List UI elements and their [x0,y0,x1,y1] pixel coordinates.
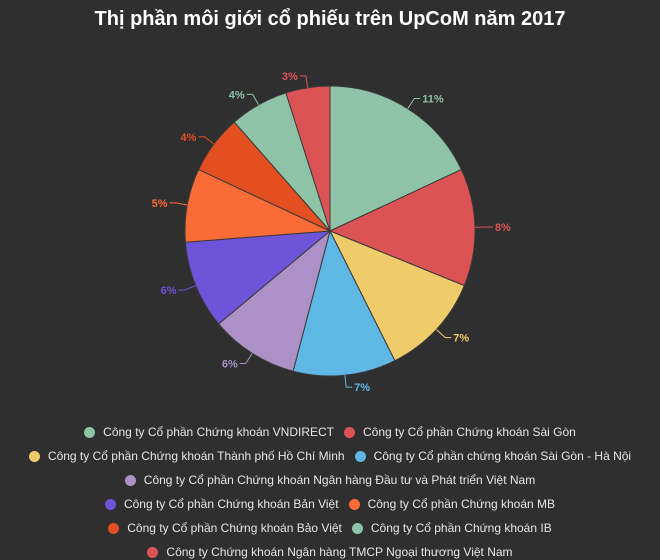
pie-data-label: 4% [229,89,245,101]
legend-label: Công ty Cổ phần Chứng khoán VNDIRECT [103,425,334,439]
pie-data-label: 6% [161,285,177,297]
legend-item[interactable]: Công ty Cổ phần Chứng khoán VNDIRECT [84,424,334,440]
legend-label: Công ty Cổ phần Chứng khoán Thành phố Hồ… [48,449,345,463]
legend-label: Công ty Cổ phần Chứng khoán Bảo Việt [127,521,342,535]
legend-label: Công ty Cổ phần Chứng khoán Sài Gòn [363,425,576,439]
label-connector [170,203,188,205]
legend-label: Công ty Cổ phần Chứng khoán IB [371,521,552,535]
legend-item[interactable]: Công ty Cổ phần Chứng khoán Bản Việt [105,496,339,512]
label-connector [436,329,451,337]
legend-item[interactable]: Công ty Cổ phần Chứng khoán Ngân hàng Đầ… [125,472,535,488]
legend-item[interactable]: Công ty Cổ phần Chứng khoán Bảo Việt [108,520,342,536]
label-connector [179,286,196,291]
label-connector [198,137,214,144]
legend-item[interactable]: Công ty Chứng khoán Ngân hàng TMCP Ngoại… [147,544,512,560]
label-connector [408,99,420,109]
legend-dot-icon [352,523,363,534]
chart-legend: Công ty Cổ phần Chứng khoán VNDIRECT Công… [10,424,650,560]
pie-data-label: 8% [495,222,511,234]
pie-data-label: 3% [282,71,298,83]
legend-dot-icon [108,523,119,534]
legend-dot-icon [344,427,355,438]
pie-chart: 11% 8% 7% 7% 6% 6% 5% 4% 4% 3% [0,0,660,420]
pie-data-label: 6% [222,358,238,370]
label-connector [300,76,308,88]
pie-data-label: 4% [181,132,197,144]
legend-dot-icon [147,547,158,558]
legend-dot-icon [349,499,360,510]
label-connector [345,375,352,387]
label-connector [247,94,259,104]
pie-data-label: 5% [152,198,168,210]
pie-slices [185,86,475,376]
legend-dot-icon [105,499,116,510]
legend-item[interactable]: Công ty Cổ phần Chứng khoán Sài Gòn [344,424,576,440]
legend-item[interactable]: Công ty Cổ phần chứng khoán Sài Gòn - Hà… [355,448,632,464]
legend-dot-icon [355,451,366,462]
legend-item[interactable]: Công ty Cổ phần Chứng khoán MB [349,496,555,512]
legend-item[interactable]: Công ty Cổ phần Chứng khoán IB [352,520,552,536]
legend-dot-icon [29,451,40,462]
legend-item[interactable]: Công ty Cổ phần Chứng khoán Thành phố Hồ… [29,448,345,464]
legend-label: Công ty Cổ phần chứng khoán Sài Gòn - Hà… [374,449,632,463]
pie-data-label: 7% [453,333,469,345]
legend-dot-icon [84,427,95,438]
legend-dot-icon [125,475,136,486]
label-connector [240,353,252,363]
pie-data-label: 7% [354,382,370,394]
legend-label: Công ty Cổ phần Chứng khoán Bản Việt [124,497,339,511]
pie-data-label: 11% [422,94,444,106]
legend-label: Công ty Chứng khoán Ngân hàng TMCP Ngoại… [166,545,512,559]
legend-label: Công ty Cổ phần Chứng khoán Ngân hàng Đầ… [144,473,535,487]
legend-label: Công ty Cổ phần Chứng khoán MB [368,497,555,511]
